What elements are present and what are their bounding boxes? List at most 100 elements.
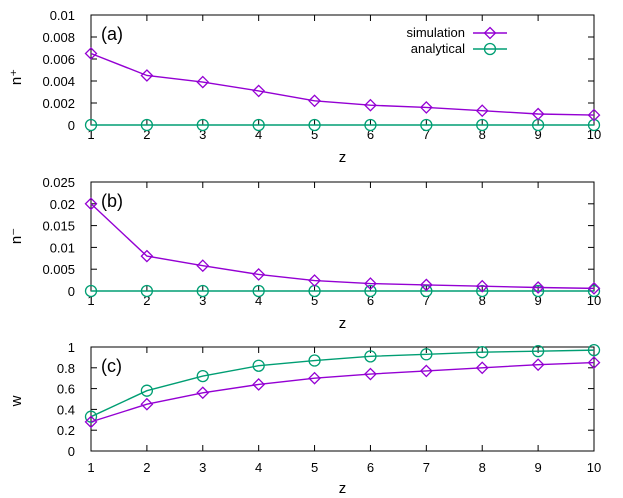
simulation-point [531,107,545,121]
analytical-point [84,410,98,423]
x-tick-label: 2 [143,293,150,308]
analytical-point [140,384,154,397]
plot-frame [90,181,595,292]
analytical-point [84,284,98,298]
simulation-point [140,69,154,82]
analytical-point [531,345,545,358]
simulation-point [196,259,210,273]
simulation-point [84,47,98,60]
simulation-point [419,278,433,292]
x-tick-label: 9 [534,460,541,475]
x-tick-label: 8 [479,460,486,475]
x-tick-label: 6 [367,460,374,475]
simulation-point [587,281,601,295]
simulation-point [252,378,266,391]
simulation-point [140,397,154,411]
analytical-point [476,284,489,298]
simulation-point [587,356,601,370]
simulation-point [308,274,321,287]
analytical-point [364,350,377,363]
simulation-point [364,367,377,381]
y-tick-label: 0.4 [57,402,75,417]
panel-label-a: (a) [101,24,123,44]
simulation-point [252,268,266,281]
x-axis-label: z [339,315,347,332]
panel-label-c: (c) [101,356,122,376]
simulation-series-line [90,361,595,423]
y-tick-label: 0.008 [42,30,75,45]
y-tick-label: 0.005 [42,262,75,277]
analytical-point [196,284,209,298]
analytical-point [476,346,489,359]
plot-frame [90,346,595,452]
x-axis-label: z [339,149,347,166]
y-axis-label: w [8,395,25,407]
legend-label-analytical: analytical [411,41,465,56]
simulation-point [364,277,377,291]
x-tick-label: 6 [367,293,374,308]
analytical-point [364,118,377,132]
analytical-point [84,118,98,132]
x-tick-label: 10 [587,127,601,142]
analytical-point [420,348,433,361]
x-tick-label: 8 [479,293,486,308]
analytical-point [308,118,321,132]
simulation-point [308,94,321,108]
legend-marker-simulation [483,26,497,40]
analytical-series-line [90,349,595,418]
x-tick-label: 1 [87,293,94,308]
y-tick-label: 0.006 [42,52,75,67]
y-tick-label: 0 [68,444,75,459]
plot-frame [90,14,595,126]
simulation-point [196,386,210,400]
x-tick-label: 3 [199,460,206,475]
analytical-point [587,118,601,132]
x-tick-label: 5 [311,293,318,308]
y-tick-label: 0.6 [57,382,75,397]
simulation-point [84,197,98,211]
x-tick-label: 9 [534,127,541,142]
x-tick-label: 9 [534,293,541,308]
simulation-point [531,358,545,372]
y-tick-label: 0.8 [57,361,75,376]
analytical-point [420,118,433,132]
y-tick-label: 0.01 [50,240,75,255]
x-tick-label: 2 [143,127,150,142]
x-tick-label: 3 [199,127,206,142]
analytical-point [364,284,377,298]
x-tick-label: 1 [87,127,94,142]
y-tick-label: 0 [68,118,75,133]
y-tick-label: 0.01 [50,8,75,23]
x-axis-label: z [339,480,347,497]
analytical-point [252,359,265,372]
x-tick-label: 1 [87,460,94,475]
simulation-point [140,249,154,263]
analytical-point [308,354,321,367]
analytical-point [587,284,601,298]
legend-label-simulation: simulation [406,25,465,40]
simulation-point [531,281,545,294]
x-tick-label: 7 [423,293,430,308]
legend-marker-analytical [483,42,497,56]
simulation-point [419,100,433,114]
simulation-point [196,75,210,89]
x-tick-label: 8 [479,127,486,142]
x-tick-label: 10 [587,460,601,475]
simulation-point [419,364,433,378]
analytical-point [140,118,154,132]
analytical-point [252,118,265,132]
x-tick-label: 4 [255,460,262,475]
x-tick-label: 6 [367,127,374,142]
y-tick-label: 0.02 [50,197,75,212]
analytical-point [587,343,601,357]
simulation-point [252,84,266,98]
x-tick-label: 5 [311,127,318,142]
panel-c: 0 0.2 0.4 0.6 0.8 1 1 2 3 4 5 6 7 8 9 10 z w (c) [8,340,601,497]
y-tick-label: 0.002 [42,96,75,111]
simulation-point [308,371,321,385]
y-tick-label: 0.2 [57,423,75,438]
x-tick-label: 10 [587,293,601,308]
x-tick-label: 4 [255,127,262,142]
analytical-point [196,118,209,132]
